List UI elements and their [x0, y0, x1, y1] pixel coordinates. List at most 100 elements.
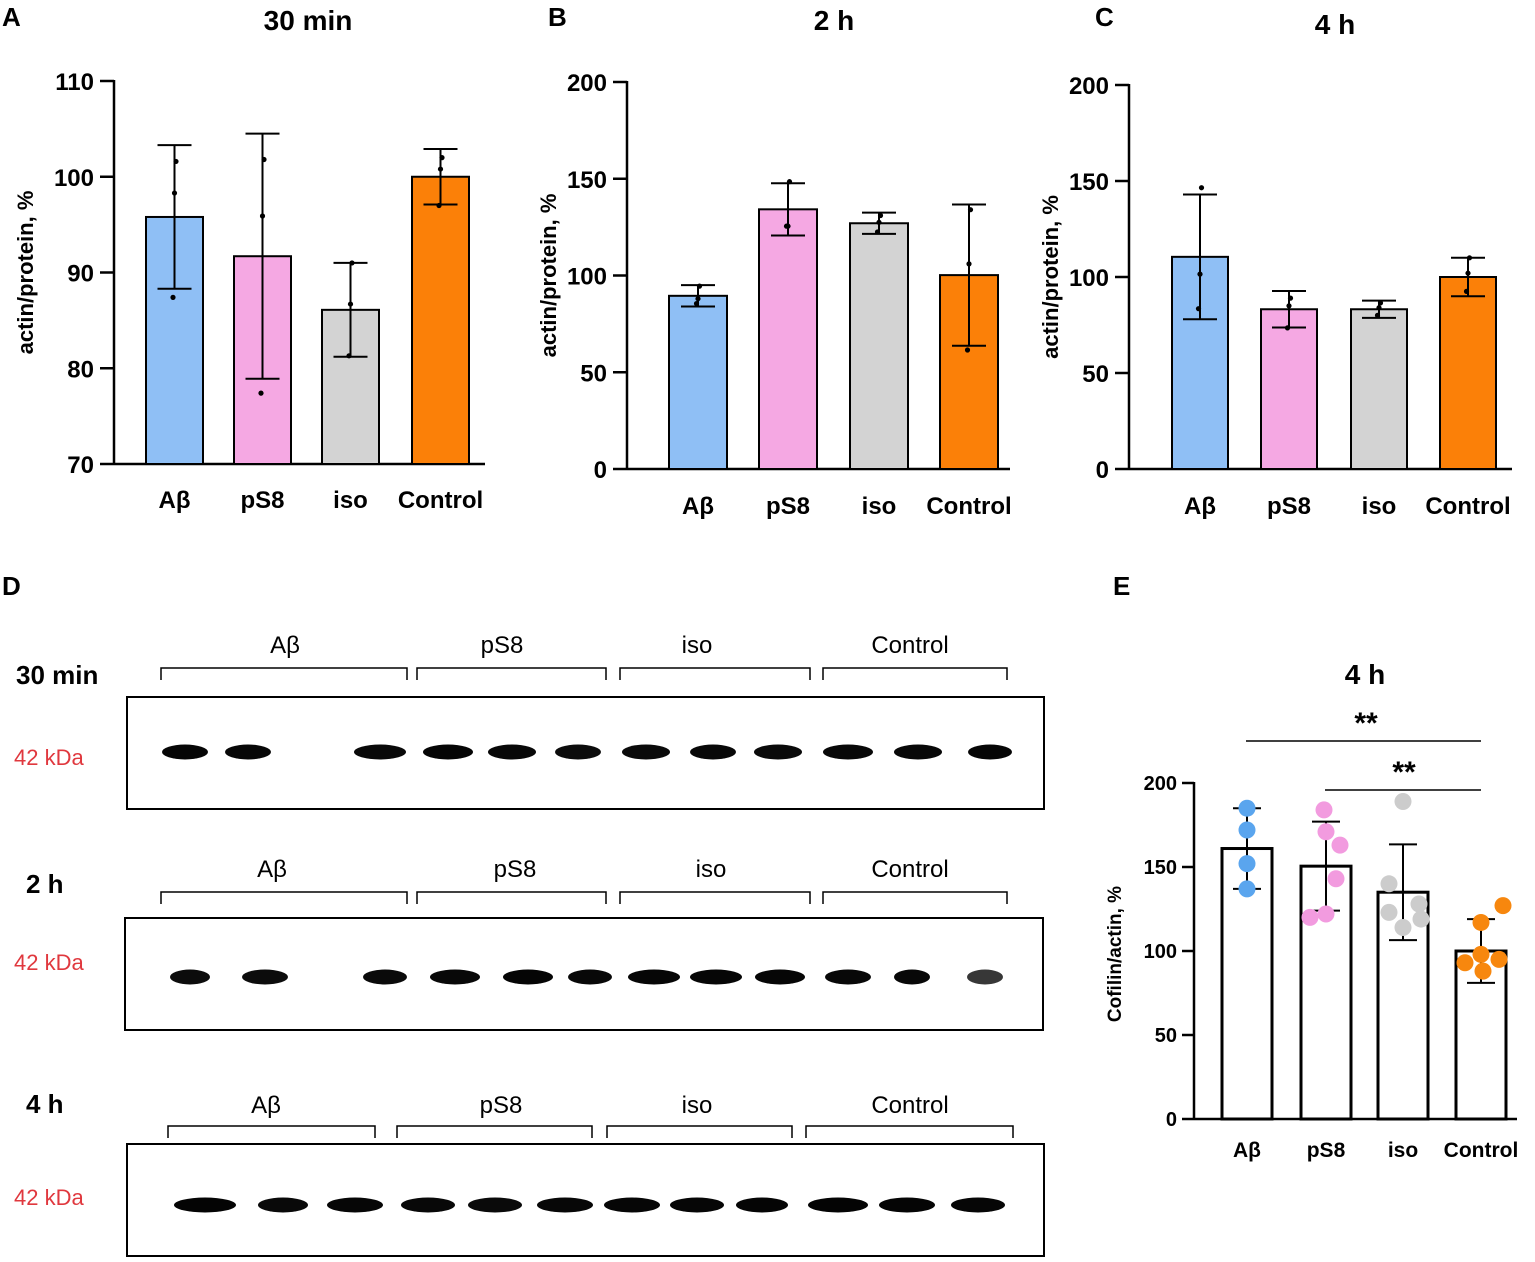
- data-point: [1317, 823, 1335, 841]
- y-axis-label: actin/protein, %: [1038, 195, 1063, 359]
- blot-band: [894, 744, 942, 760]
- data-point: [1466, 255, 1473, 261]
- data-point: [1380, 903, 1398, 921]
- data-point: [1238, 821, 1256, 839]
- data-point: [1494, 897, 1512, 915]
- blot-band: [327, 1197, 383, 1213]
- data-point: [1197, 271, 1203, 277]
- blot-group-bracket: [606, 1125, 793, 1138]
- x-category-label: iso: [1362, 493, 1397, 520]
- x-category-label: pS8: [766, 493, 810, 520]
- data-point: [1394, 918, 1412, 936]
- western-blot-panel-d: 30 min 42 kDa Aβ pS8 iso Control 2 h 42 kDa Aβ pS…: [14, 632, 1045, 1257]
- data-point: [1327, 870, 1345, 888]
- blot-band: [488, 744, 536, 760]
- data-point: [1195, 306, 1202, 312]
- y-tick-label: 50: [1155, 1025, 1177, 1047]
- x-category-label: Control: [1425, 493, 1510, 520]
- data-point: [1472, 945, 1490, 963]
- x-category-label: pS8: [240, 487, 284, 514]
- data-point: [1490, 950, 1508, 968]
- blot-band: [690, 744, 736, 760]
- blot-band: [162, 744, 208, 760]
- y-tick-label: 200: [567, 70, 607, 97]
- blot-band: [170, 969, 210, 985]
- data-point: [1410, 895, 1428, 913]
- x-category-label: iso: [862, 493, 897, 520]
- significance-stars: **: [1392, 756, 1416, 789]
- data-point: [1380, 875, 1398, 893]
- data-point: [436, 202, 442, 209]
- data-point: [261, 156, 267, 163]
- y-axis-label: Cofilin/actin, %: [1105, 886, 1126, 1022]
- blot-group-bracket: [619, 667, 811, 680]
- blot-band: [879, 1197, 935, 1213]
- blot-group-bracket: [416, 891, 607, 904]
- bar-1: [758, 208, 818, 470]
- data-point: [1474, 962, 1492, 980]
- bar-2: [849, 222, 909, 470]
- data-point: [1472, 913, 1490, 931]
- blot-group-bracket: [160, 891, 408, 904]
- bar-0: [1220, 847, 1274, 1121]
- blot-group-label: iso: [682, 632, 713, 659]
- data-point: [696, 283, 703, 289]
- blot-group-bracket: [822, 891, 1008, 904]
- y-tick-label: 150: [1069, 169, 1109, 196]
- data-point: [347, 301, 354, 307]
- blot-band: [825, 969, 871, 985]
- y-tick-label: 110: [55, 69, 94, 96]
- y-tick-label: 50: [1082, 361, 1109, 388]
- blot-band: [242, 969, 288, 985]
- blot-timepoint-label: 2 h: [26, 869, 64, 899]
- y-tick-label: 100: [54, 165, 94, 192]
- y-tick-label: 150: [1144, 857, 1177, 879]
- data-point: [1463, 288, 1470, 294]
- blot-band: [423, 744, 473, 760]
- data-point: [966, 261, 972, 267]
- blot-group-label: iso: [682, 1092, 713, 1119]
- blot-group-label: Control: [871, 632, 948, 659]
- blot-band: [670, 1197, 724, 1213]
- blot-group-label: pS8: [481, 632, 524, 659]
- x-category-label: Aβ: [1184, 493, 1216, 520]
- data-point: [1374, 312, 1381, 318]
- chart-panel-e: 4 h Cofilin/actin, % 0 50 100 150 200 Aβ pS8 iso C…: [1105, 659, 1518, 1162]
- blot-band: [690, 969, 742, 985]
- y-tick-label: 90: [67, 261, 94, 288]
- blot-timepoint-label: 4 h: [26, 1089, 64, 1119]
- x-category-label: iso: [1388, 1139, 1418, 1162]
- data-point: [1301, 908, 1319, 926]
- data-point: [693, 300, 700, 307]
- x-category-label: Aβ: [1233, 1139, 1261, 1162]
- blot-band: [628, 969, 680, 985]
- blot-group-bracket: [822, 667, 1008, 680]
- blot-band: [967, 969, 1003, 985]
- data-point: [1317, 905, 1335, 923]
- data-point: [1465, 270, 1471, 276]
- blot-band: [258, 1197, 308, 1213]
- panel-label-e: E: [1113, 571, 1130, 601]
- blot-group-bracket: [619, 891, 811, 904]
- blot-group-bracket: [167, 1125, 376, 1138]
- data-point: [1456, 954, 1474, 972]
- blot-group-label: Control: [871, 1092, 948, 1119]
- panel-label-c: C: [1095, 2, 1114, 32]
- data-point: [1315, 801, 1333, 819]
- blot-band: [401, 1197, 455, 1213]
- data-point: [785, 223, 791, 229]
- bar-3: [1439, 276, 1497, 470]
- significance-stars: **: [1354, 707, 1378, 740]
- y-tick-label: 0: [1166, 1109, 1177, 1131]
- blot-band: [174, 1197, 236, 1213]
- blot-group-label: Aβ: [251, 1092, 281, 1119]
- x-category-label: pS8: [1307, 1139, 1346, 1162]
- data-point: [170, 294, 176, 300]
- data-point: [437, 166, 444, 172]
- y-tick-label: 0: [1096, 457, 1109, 484]
- bar-3: [411, 175, 470, 465]
- data-point: [1198, 185, 1205, 191]
- blot-band: [754, 744, 802, 760]
- chart-title: 2 h: [814, 5, 854, 36]
- chart-panel-c: 4 h actin/protein, % 0 50 100 150 200 Aβ pS8 iso C…: [1038, 9, 1512, 520]
